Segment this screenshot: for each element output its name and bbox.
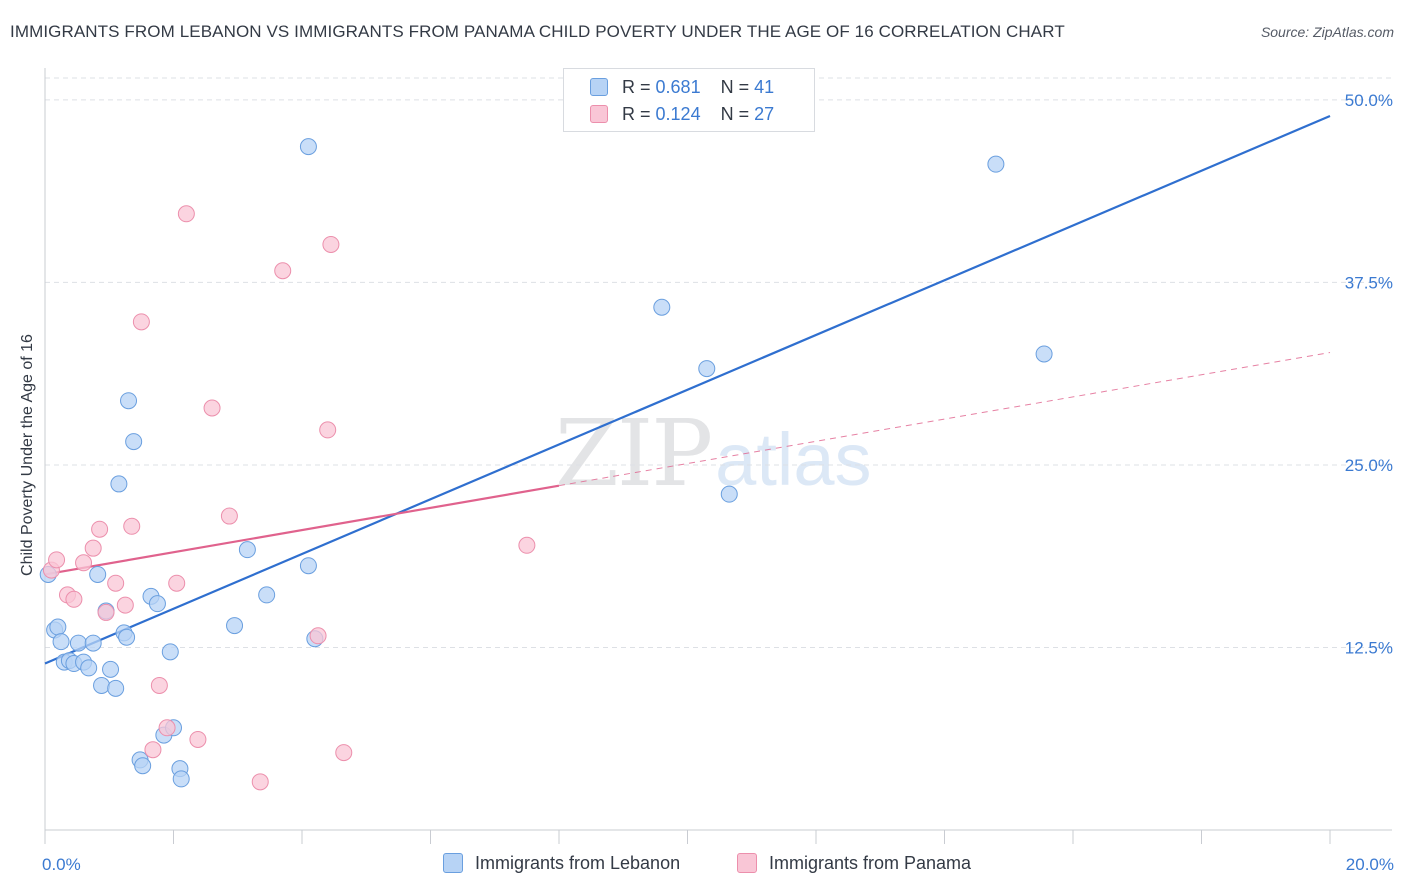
bottom-legend-label-lebanon: Immigrants from Lebanon [475, 853, 681, 873]
chart-title: IMMIGRANTS FROM LEBANON VS IMMIGRANTS FR… [10, 22, 1065, 41]
point-lebanon [69, 634, 87, 652]
y-tick-label: 50.0% [1345, 91, 1393, 110]
point-panama [107, 574, 125, 592]
point-lebanon [148, 595, 166, 613]
point-lebanon [258, 586, 276, 604]
series-panama-points [42, 205, 536, 791]
legend-n-label: N = [720, 77, 750, 97]
point-lebanon [110, 475, 128, 493]
y-tick-label: 37.5% [1345, 273, 1393, 292]
point-lebanon [107, 679, 125, 697]
bottom-legend-label-panama: Immigrants from Panama [769, 853, 972, 873]
trend-lines [44, 114, 1331, 665]
point-panama [144, 741, 162, 759]
point-lebanon [226, 617, 244, 635]
y-tick-label: 25.0% [1345, 456, 1393, 475]
legend-r-value-panama: 0.124 [655, 104, 701, 124]
point-panama [322, 235, 340, 253]
legend-r-label: R = [622, 77, 651, 97]
bottom-legend-swatch-lebanon [443, 853, 463, 873]
point-panama [274, 262, 292, 280]
point-panama [84, 539, 102, 557]
point-lebanon [125, 433, 143, 451]
source-label: Source: ZipAtlas.com [1260, 24, 1394, 40]
point-lebanon [172, 770, 190, 788]
legend-swatch-lebanon [590, 78, 608, 96]
point-panama [168, 574, 186, 592]
legend-r-label: R = [622, 104, 651, 124]
point-panama [48, 551, 66, 569]
point-lebanon [84, 634, 102, 652]
point-panama [97, 603, 115, 621]
point-panama [158, 719, 176, 737]
grid-lines [45, 77, 1392, 648]
point-lebanon [89, 565, 107, 583]
point-panama [132, 313, 150, 331]
trend-line-lebanon [44, 114, 1331, 665]
point-lebanon [238, 541, 256, 559]
tick-labels: 12.5% 25.0% 37.5% 50.0% 0.0% 20.0% [42, 91, 1394, 874]
point-lebanon [653, 298, 671, 316]
point-panama [150, 676, 168, 694]
point-lebanon [120, 392, 138, 410]
point-panama [251, 773, 269, 791]
series-lebanon-points [39, 138, 1053, 788]
legend-n-value-panama: 27 [754, 104, 775, 124]
trend-line-panama-extension [558, 352, 1331, 487]
point-lebanon [49, 618, 67, 636]
point-panama [203, 399, 221, 417]
point-lebanon [161, 643, 179, 661]
axes [44, 68, 1392, 844]
point-panama [177, 205, 195, 223]
legend: R = 0.681 N = 41 R = 0.124 N = 27 [563, 68, 815, 132]
point-panama [116, 596, 134, 614]
point-panama [91, 520, 109, 538]
point-lebanon [720, 485, 738, 503]
bottom-legend-swatch-panama [737, 853, 757, 873]
point-lebanon [1035, 345, 1053, 363]
point-panama [189, 730, 207, 748]
point-panama [123, 517, 141, 535]
point-lebanon [52, 633, 70, 651]
legend-n-label: N = [720, 104, 750, 124]
point-panama [65, 590, 83, 608]
point-lebanon [987, 155, 1005, 173]
point-panama [335, 744, 353, 762]
trend-line-panama [44, 484, 560, 576]
point-panama [220, 507, 238, 525]
point-lebanon [698, 360, 716, 378]
point-panama [518, 536, 536, 554]
point-panama [75, 554, 93, 572]
point-panama [319, 421, 337, 439]
point-lebanon [118, 628, 136, 646]
legend-n-value-lebanon: 41 [754, 77, 775, 97]
point-lebanon [80, 659, 98, 677]
x-tick-label: 20.0% [1346, 855, 1394, 874]
legend-swatch-panama [590, 105, 608, 123]
point-lebanon [93, 676, 111, 694]
point-lebanon [102, 660, 120, 678]
legend-r-value-lebanon: 0.681 [655, 77, 701, 97]
point-lebanon [299, 138, 317, 156]
y-tick-label: 12.5% [1345, 638, 1393, 657]
point-panama [309, 627, 327, 645]
x-tick-label: 0.0% [42, 855, 81, 874]
point-lebanon [134, 757, 152, 775]
point-lebanon [299, 557, 317, 575]
